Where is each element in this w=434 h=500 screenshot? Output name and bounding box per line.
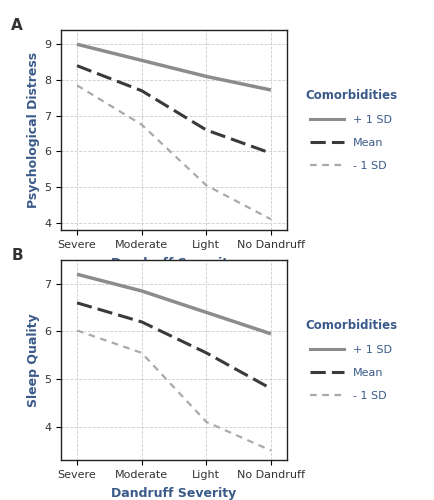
Legend: + 1 SD, Mean, - 1 SD: + 1 SD, Mean, - 1 SD: [301, 86, 400, 174]
Text: B: B: [11, 248, 23, 263]
X-axis label: Dandruff Severity: Dandruff Severity: [111, 486, 236, 500]
Text: A: A: [11, 18, 23, 33]
Y-axis label: Psychological Distress: Psychological Distress: [27, 52, 40, 208]
X-axis label: Dandruff Severity: Dandruff Severity: [111, 256, 236, 270]
Y-axis label: Sleep Quality: Sleep Quality: [27, 313, 40, 407]
Legend: + 1 SD, Mean, - 1 SD: + 1 SD, Mean, - 1 SD: [301, 316, 400, 404]
